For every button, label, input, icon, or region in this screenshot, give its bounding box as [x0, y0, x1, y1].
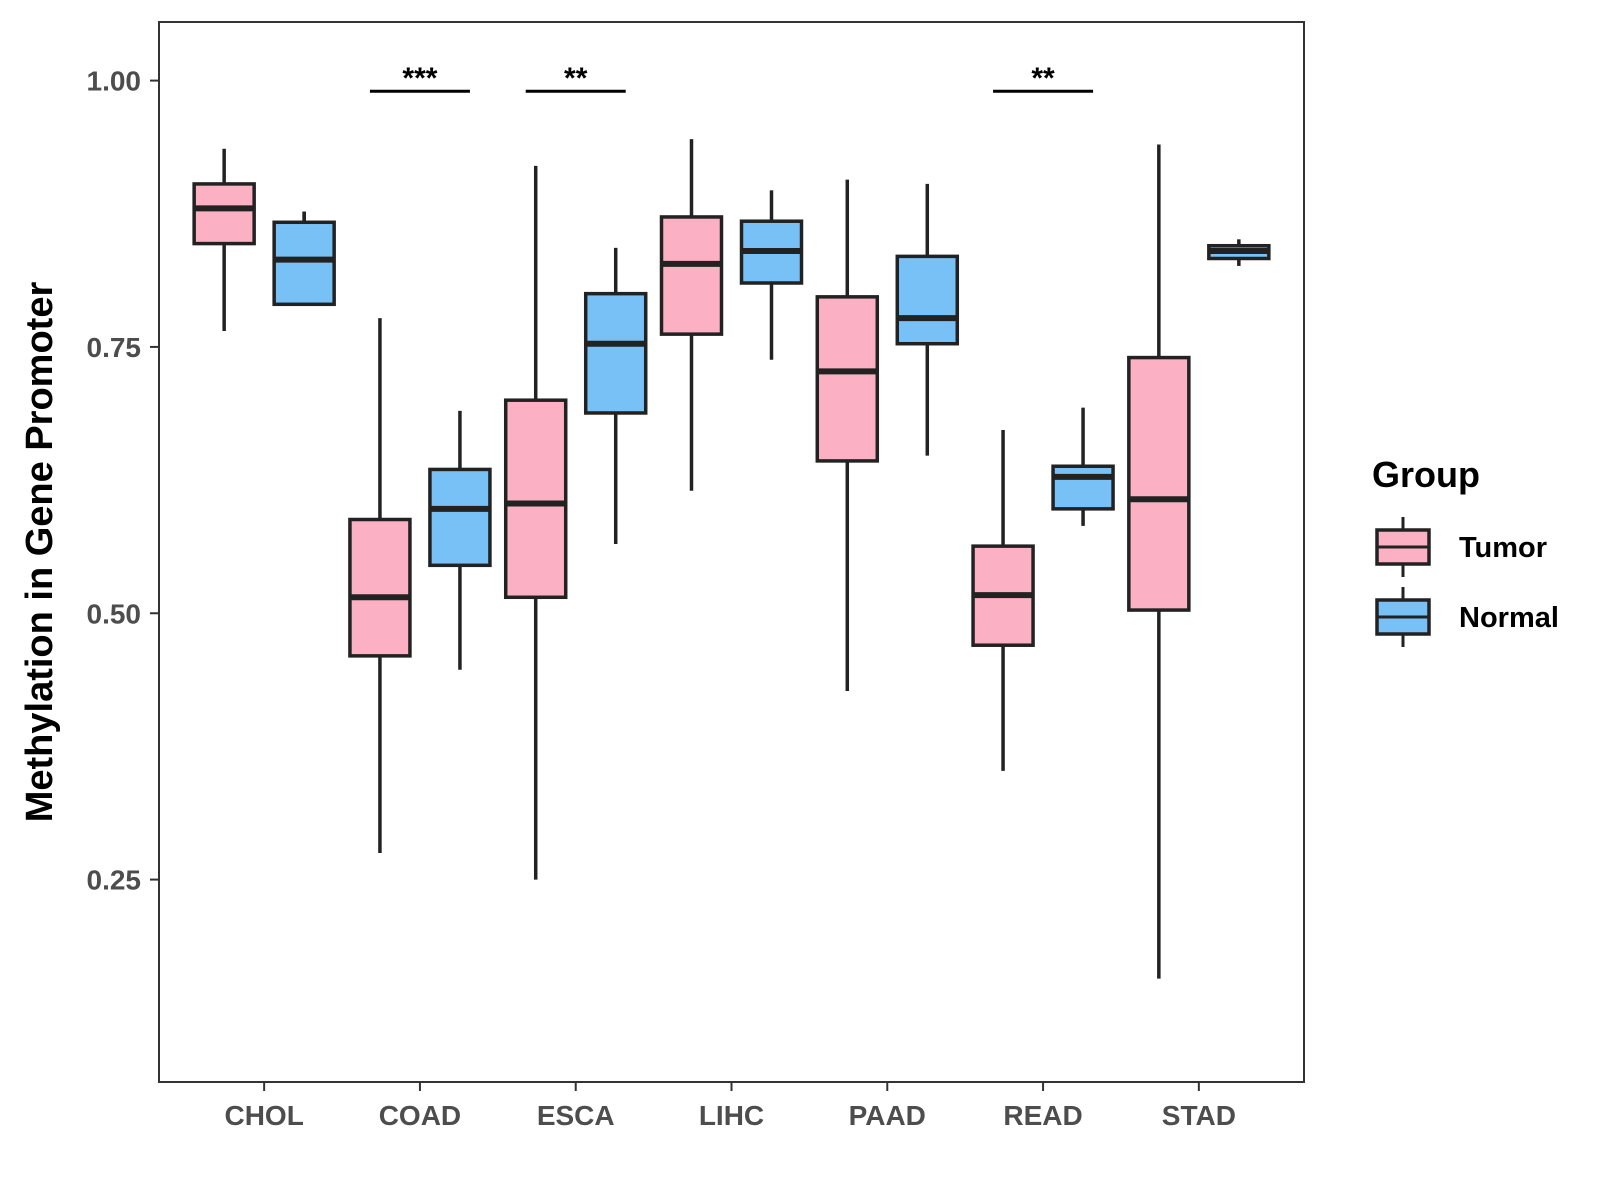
box-iqr — [428, 467, 492, 568]
box-esca-normal — [583, 247, 648, 545]
box-coad-tumor — [348, 318, 412, 853]
box-iqr — [1127, 355, 1191, 612]
legend: Group Tumor Normal — [1372, 454, 1559, 647]
significance-label: ** — [1031, 62, 1055, 95]
box-iqr — [815, 295, 880, 463]
y-tick-label: 0.50 — [87, 598, 142, 629]
box-lihc-normal — [739, 190, 804, 360]
series-normal — [272, 183, 1271, 670]
box-iqr — [272, 220, 336, 307]
box-paad-normal — [895, 183, 960, 456]
significance-label: *** — [402, 62, 437, 95]
box-iqr — [503, 398, 568, 600]
x-tick-label: PAAD — [849, 1100, 926, 1131]
y-axis: 0.25 0.50 0.75 1.00 — [87, 66, 159, 896]
box-read-normal — [1051, 407, 1115, 526]
x-tick-label: LIHC — [699, 1100, 764, 1131]
y-axis-title: Methylation in Gene Promoter — [19, 282, 61, 823]
box-esca-tumor — [503, 165, 568, 880]
significance-label: ** — [564, 62, 588, 95]
series-tumor — [192, 139, 1191, 979]
legend-label: Tumor — [1459, 532, 1547, 564]
box-iqr — [348, 517, 412, 658]
box-chol-normal — [272, 211, 336, 307]
y-tick-label: 0.75 — [87, 332, 142, 363]
significance-annotations: *** ** ** — [369, 62, 1094, 95]
box-chol-tumor — [192, 148, 256, 331]
box-series — [192, 139, 1271, 979]
y-tick-label: 0.25 — [87, 865, 142, 896]
x-axis: CHOL COAD ESCA LIHC PAAD READ STAD — [224, 1082, 1236, 1131]
box-stad-tumor — [1127, 144, 1191, 979]
legend-label: Normal — [1459, 602, 1559, 634]
legend-title: Group — [1372, 454, 1480, 495]
box-lihc-tumor — [659, 139, 724, 491]
box-iqr — [583, 291, 648, 415]
box-stad-normal — [1207, 239, 1271, 266]
box-iqr — [659, 215, 724, 336]
x-tick-label: ESCA — [537, 1100, 615, 1131]
legend-item-tumor: Tumor — [1375, 517, 1547, 577]
box-iqr — [895, 254, 960, 346]
legend-item-normal: Normal — [1375, 587, 1559, 647]
x-tick-label: STAD — [1162, 1100, 1236, 1131]
box-read-tumor — [971, 430, 1035, 771]
box-iqr — [1051, 464, 1115, 511]
box-paad-tumor — [815, 179, 880, 692]
x-tick-label: CHOL — [224, 1100, 303, 1131]
y-tick-label: 1.00 — [87, 66, 142, 97]
x-tick-label: READ — [1003, 1100, 1082, 1131]
box-iqr — [192, 182, 256, 246]
box-coad-normal — [428, 410, 492, 670]
x-tick-label: COAD — [379, 1100, 461, 1131]
